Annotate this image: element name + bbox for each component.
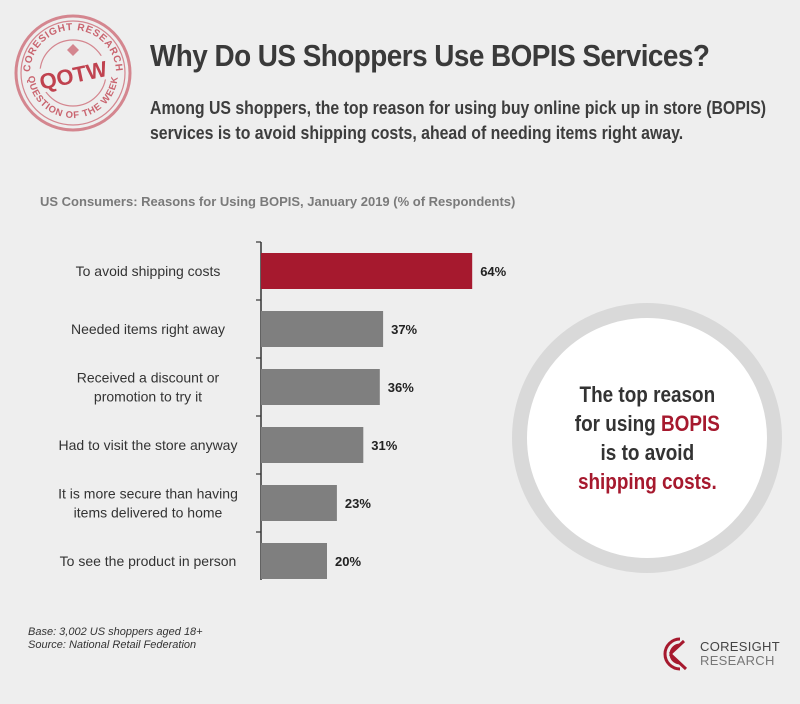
bar-1 [261, 253, 473, 289]
bar-6 [261, 543, 327, 579]
value-label-2: 37% [391, 322, 417, 337]
category-label-5: It is more secure than having items deliv… [58, 486, 238, 521]
bar-chart: 64% To avoid shipping costs 37% Needed item… [58, 241, 507, 580]
value-label-1: 64% [480, 264, 506, 279]
category-label-2: Needed items right away [71, 321, 225, 337]
bar-3 [261, 369, 380, 405]
category-label-3: Received a discount or promotion to try i… [77, 370, 220, 405]
brand-line1: CORESIGHT [700, 639, 780, 654]
bar-2 [261, 311, 384, 347]
callout-highlight-bopis: BOPIS [660, 411, 720, 436]
value-label-5: 23% [345, 496, 371, 511]
base-note: Base: 3,002 US shoppers aged 18+ [28, 626, 203, 638]
chart-title: US Consumers: Reasons for Using BOPIS, J… [40, 194, 516, 209]
value-label-6: 20% [335, 554, 361, 569]
source-note: Source: National Retail Federation [28, 639, 197, 651]
bar-4 [261, 427, 364, 463]
coresight-mark-icon [663, 637, 688, 671]
coresight-logo: CORESIGHT RESEARCH [660, 634, 780, 674]
qotw-stamp-text: QOTW [37, 56, 109, 95]
category-label-4: Had to visit the store anyway [59, 437, 238, 453]
qotw-stamp-logo: CORESIGHT RESEARCH QUESTION OF THE WEEK … [14, 14, 132, 132]
bar-5 [261, 485, 337, 521]
callout-circle: The top reason for using BOPIS is to avo… [512, 303, 782, 573]
category-label-1: To avoid shipping costs [76, 263, 221, 279]
brand-line2: RESEARCH [700, 653, 775, 668]
value-label-3: 36% [388, 380, 414, 395]
callout-text: The top reason for using BOPIS is to avo… [574, 382, 720, 494]
footnotes: Base: 3,002 US shoppers aged 18+ Source:… [28, 626, 203, 652]
page-subtitle: Among US shoppers, the top reason for us… [150, 98, 767, 143]
callout-highlight-shipping: shipping costs. [577, 469, 717, 494]
category-label-6: To see the product in person [60, 553, 237, 569]
value-label-4: 31% [371, 438, 397, 453]
page-title: Why Do US Shoppers Use BOPIS Services? [150, 38, 710, 73]
